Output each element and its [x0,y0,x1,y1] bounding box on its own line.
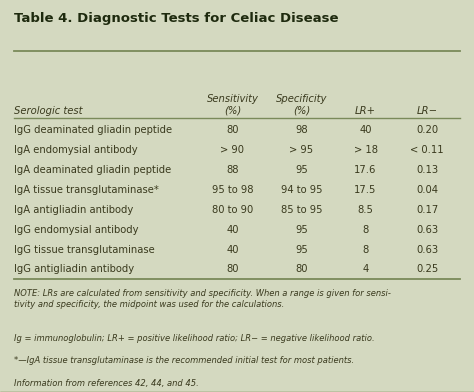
Text: IgG tissue transglutaminase: IgG tissue transglutaminase [14,245,155,254]
Text: > 90: > 90 [220,145,245,154]
Text: 95: 95 [295,245,308,254]
Text: 80: 80 [226,125,239,134]
Text: 0.04: 0.04 [416,185,438,194]
Text: NOTE: LRs are calculated from sensitivity and specificity. When a range is given: NOTE: LRs are calculated from sensitivit… [14,289,391,309]
Text: 88: 88 [226,165,239,174]
Text: IgG deaminated gliadin peptide: IgG deaminated gliadin peptide [14,125,173,134]
Text: 40: 40 [226,225,239,234]
Text: 40: 40 [359,125,372,134]
Text: IgA tissue transglutaminase*: IgA tissue transglutaminase* [14,185,159,194]
Text: IgA antigliadin antibody: IgA antigliadin antibody [14,205,134,214]
Text: 85 to 95: 85 to 95 [281,205,322,214]
Text: IgG antigliadin antibody: IgG antigliadin antibody [14,265,134,274]
Text: Ig = immunoglobulin; LR+ = positive likelihood ratio; LR− = negative likelihood : Ig = immunoglobulin; LR+ = positive like… [14,334,375,343]
Text: 0.20: 0.20 [416,125,438,134]
Text: IgA endomysial antibody: IgA endomysial antibody [14,145,138,154]
Text: 0.63: 0.63 [416,245,438,254]
Text: 8: 8 [363,225,369,234]
Text: LR−: LR− [417,105,438,116]
Text: 8: 8 [363,245,369,254]
Text: 94 to 95: 94 to 95 [281,185,322,194]
Text: 95: 95 [295,225,308,234]
Text: 17.5: 17.5 [354,185,377,194]
Text: < 0.11: < 0.11 [410,145,444,154]
Text: *—IgA tissue transglutaminase is the recommended initial test for most patients.: *—IgA tissue transglutaminase is the rec… [14,356,355,365]
Text: Table 4. Diagnostic Tests for Celiac Disease: Table 4. Diagnostic Tests for Celiac Dis… [14,12,339,25]
Text: Specificity
(%): Specificity (%) [276,94,327,116]
Text: Serologic test: Serologic test [14,105,83,116]
Text: 0.13: 0.13 [416,165,438,174]
Text: 95: 95 [295,165,308,174]
Text: 17.6: 17.6 [354,165,377,174]
Text: > 95: > 95 [289,145,313,154]
Text: 80: 80 [295,265,308,274]
Text: Information from references 42, 44, and 45.: Information from references 42, 44, and … [14,379,199,388]
Text: 98: 98 [295,125,308,134]
Text: 40: 40 [226,245,239,254]
Text: 80: 80 [226,265,239,274]
Text: IgA deaminated gliadin peptide: IgA deaminated gliadin peptide [14,165,172,174]
Text: 0.63: 0.63 [416,225,438,234]
Text: > 18: > 18 [354,145,377,154]
Text: 95 to 98: 95 to 98 [212,185,253,194]
Text: IgG endomysial antibody: IgG endomysial antibody [14,225,139,234]
Text: Sensitivity
(%): Sensitivity (%) [207,94,258,116]
Text: LR+: LR+ [355,105,376,116]
Text: 0.25: 0.25 [416,265,438,274]
Text: 80 to 90: 80 to 90 [212,205,253,214]
Text: 8.5: 8.5 [357,205,374,214]
Text: 4: 4 [363,265,369,274]
Text: 0.17: 0.17 [416,205,438,214]
